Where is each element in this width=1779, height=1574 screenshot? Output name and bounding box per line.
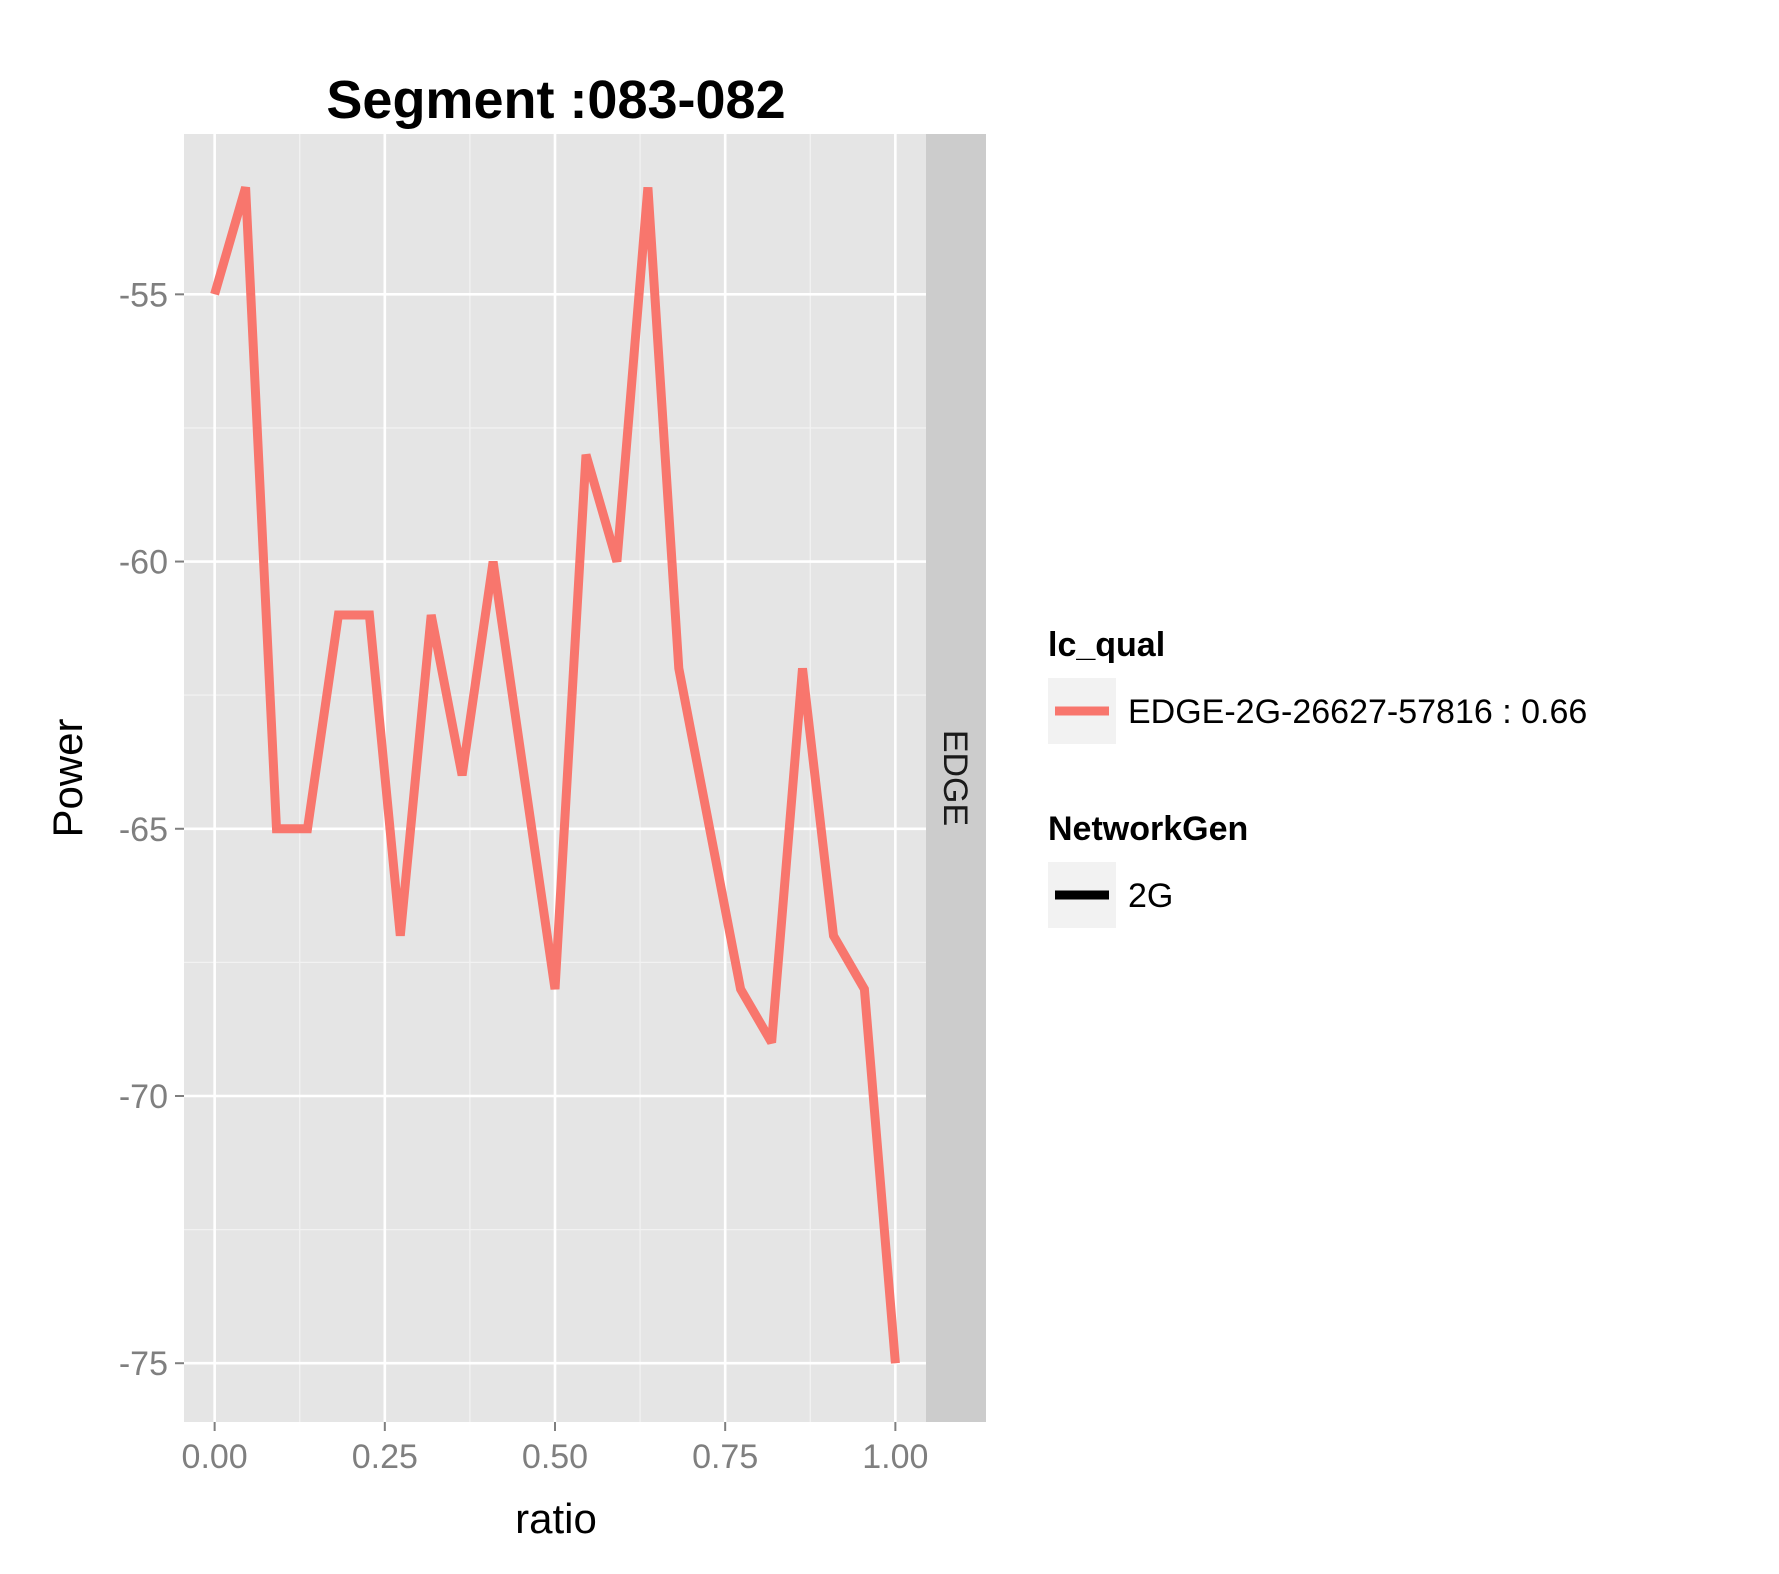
legend: lc_qual EDGE-2G-26627-57816 : 0.66 Netwo…	[1048, 626, 1587, 928]
y-axis-title: Power	[44, 718, 91, 837]
legend-title-networkgen: NetworkGen	[1048, 810, 1248, 848]
y-tick-label: -65	[119, 811, 168, 849]
series-layer	[210, 186, 900, 1364]
chart-title: Segment :083-082	[326, 70, 785, 130]
series-line	[210, 186, 900, 1364]
legend-label-lc-qual: EDGE-2G-26627-57816 : 0.66	[1128, 693, 1587, 731]
x-tick-label: 0.25	[352, 1438, 418, 1476]
x-tick-label: 1.00	[862, 1438, 928, 1476]
legend-title-lc-qual: lc_qual	[1048, 626, 1165, 664]
y-tick-label: -55	[119, 276, 168, 314]
y-axis-ticks: -55 -60 -65 -70 -75	[119, 276, 184, 1383]
x-tick-label: 0.00	[182, 1438, 248, 1476]
facet-strip	[926, 134, 986, 1422]
y-tick-label: -60	[119, 544, 168, 582]
legend-label-networkgen: 2G	[1128, 877, 1173, 915]
x-axis-title: ratio	[515, 1495, 597, 1542]
facet-strip-label: EDGE	[936, 730, 974, 826]
x-axis-ticks: 0.00 0.25 0.50 0.75 1.00	[182, 1422, 928, 1476]
x-tick-label: 0.75	[692, 1438, 758, 1476]
y-tick-label: -75	[119, 1345, 168, 1383]
x-tick-label: 0.50	[522, 1438, 588, 1476]
y-tick-label: -70	[119, 1078, 168, 1116]
